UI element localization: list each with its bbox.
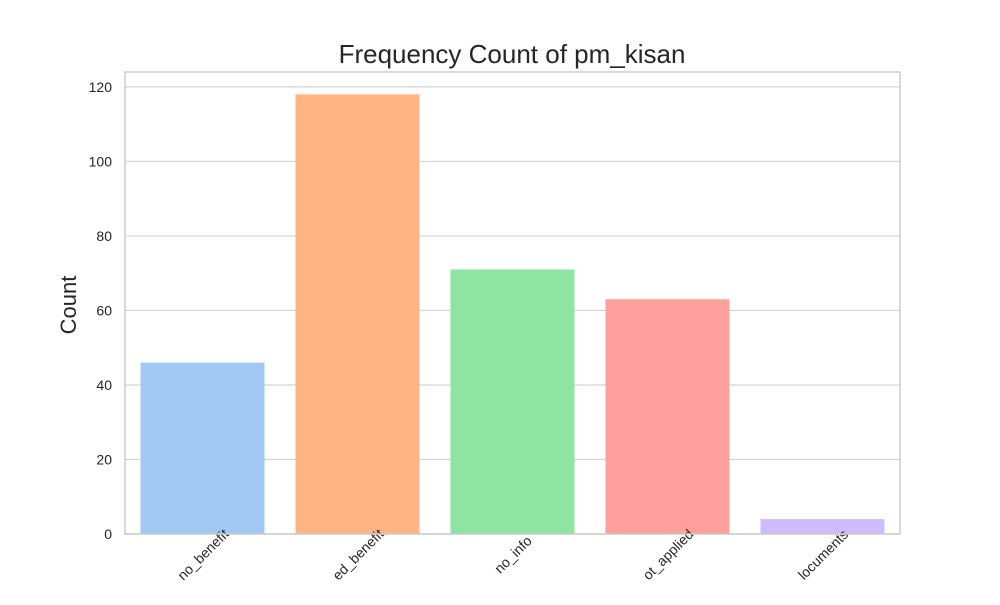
y-tick-label: 0 (104, 526, 112, 542)
bar-no-info (450, 269, 575, 534)
chart-title: Frequency Count of pm_kisan (339, 39, 686, 69)
y-tick-labels: 0 20 40 60 80 100 120 (89, 79, 113, 542)
bar-received-benefit (295, 94, 420, 535)
plot-area-frame (124, 71, 901, 535)
y-axis-label: Count (56, 276, 81, 335)
bar-no-documents (760, 519, 885, 534)
bar-not-applied (605, 299, 730, 534)
y-tick-label: 120 (89, 79, 113, 95)
bars (140, 94, 885, 535)
y-tick-label: 20 (96, 451, 112, 467)
y-tick-label: 80 (96, 228, 112, 244)
y-tick-label: 100 (89, 153, 113, 169)
bar-no-benefit (140, 362, 265, 534)
y-tick-label: 60 (96, 302, 112, 318)
y-tick-label: 40 (96, 377, 112, 393)
x-tick-label: no_info (491, 532, 535, 576)
